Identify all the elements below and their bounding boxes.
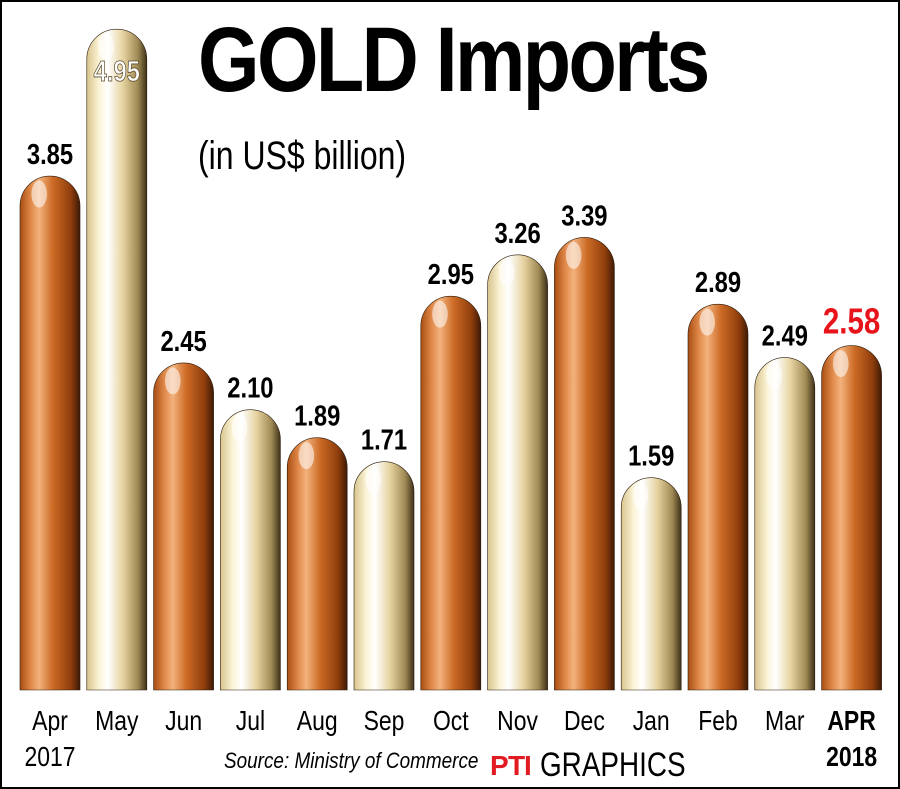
x-tick-label-7-0: Nov [497, 706, 538, 737]
bar-2 [153, 362, 214, 691]
bar-highlight-12 [833, 350, 849, 378]
x-tick-label-4-0: Aug [297, 706, 338, 737]
value-label-0: 3.85 [27, 138, 73, 171]
x-tick-label-12-0: APR [827, 706, 875, 737]
bars-layer [19, 28, 882, 691]
bar-highlight-10 [699, 308, 715, 336]
x-tick-label-8-0: Dec [564, 706, 605, 737]
bar-10 [687, 303, 749, 691]
value-label-2: 2.45 [160, 325, 206, 358]
value-label-12: 2.58 [823, 301, 880, 341]
value-label-5: 1.71 [361, 423, 407, 456]
value-label-1: 4.95 [94, 55, 140, 88]
value-label-7: 3.26 [494, 217, 540, 250]
bar-9 [620, 477, 682, 691]
bar-5 [353, 461, 415, 691]
value-label-8: 3.39 [561, 199, 607, 232]
x-tick-label-3-0: Jul [236, 706, 265, 737]
bar-12 [821, 345, 882, 691]
bar-0 [19, 175, 81, 691]
x-tick-label-0-1: 2017 [24, 742, 75, 773]
bar-highlight-2 [165, 367, 181, 395]
bar-8 [554, 237, 615, 691]
chart-subtitle: (in US$ billion) [198, 134, 407, 178]
bar-highlight-11 [766, 362, 782, 390]
pti-logo-icon: P T I [490, 750, 532, 781]
pti-graphics-credit: P T I GRAPHICS [490, 746, 718, 784]
x-tick-label-2-0: Jun [165, 706, 202, 737]
graphics-brand: GRAPHICS [540, 746, 686, 784]
bar-highlight-9 [632, 482, 649, 510]
x-tick-label-9-0: Jan [633, 706, 670, 737]
bar-4 [286, 437, 348, 691]
value-label-6: 2.95 [428, 258, 474, 291]
bar-6 [420, 295, 482, 691]
x-tick-label-5-0: Sep [364, 706, 405, 737]
value-label-10: 2.89 [695, 266, 741, 299]
value-label-4: 1.89 [294, 399, 340, 432]
labels-layer: 3.85 4.95 2.45 2.10 1.89 1.71 2.95 3.26 3.39 1.59… [27, 55, 880, 473]
x-tick-label-0-0: Apr [32, 706, 68, 737]
bar-highlight-4 [298, 442, 315, 470]
x-tick-label-10-0: Feb [698, 706, 738, 737]
x-tick-label-11-0: Mar [765, 706, 805, 737]
x-tick-label-12-1: 2018 [826, 742, 877, 773]
bar-highlight-6 [432, 300, 448, 328]
bar-highlight-7 [499, 259, 515, 287]
bar-3 [220, 409, 281, 691]
x-tick-label-1-0: May [95, 706, 139, 737]
bar-1 [86, 28, 148, 691]
bar-highlight-0 [31, 180, 47, 208]
bar-11 [754, 357, 816, 691]
bar-highlight-8 [565, 241, 582, 269]
value-label-3: 2.10 [227, 371, 273, 404]
bar-7 [487, 254, 548, 691]
bar-highlight-1 [98, 33, 114, 61]
source-note: Source: Ministry of Commerce [224, 748, 479, 773]
x-tick-labels: Apr 2017 May Jun Jul Aug Sep Oct Nov Dec Jan Feb Mar… [24, 706, 877, 773]
chart-title: GOLD Imports [198, 9, 710, 111]
x-tick-label-6-0: Oct [433, 706, 469, 737]
bar-highlight-3 [231, 414, 248, 442]
value-label-11: 2.49 [762, 319, 808, 352]
value-label-9: 1.59 [628, 439, 674, 472]
bar-highlight-5 [365, 466, 382, 494]
